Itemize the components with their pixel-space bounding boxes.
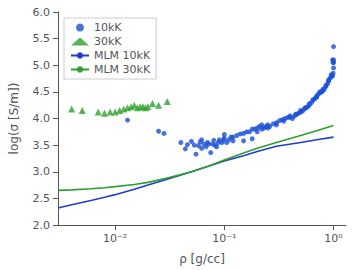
svg-text:log(σ [S/m]): log(σ [S/m]) [7, 83, 21, 155]
svg-text:10kK: 10kK [94, 21, 122, 34]
svg-text:3.5: 3.5 [33, 139, 51, 152]
svg-text:MLM 10kK: MLM 10kK [94, 49, 151, 62]
svg-text:MLM 30kK: MLM 30kK [94, 63, 151, 76]
svg-text:2.5: 2.5 [33, 192, 51, 205]
svg-text:10⁻²: 10⁻² [103, 232, 127, 245]
svg-text:2.0: 2.0 [33, 219, 51, 232]
svg-text:4.0: 4.0 [33, 112, 51, 125]
svg-text:10⁻¹: 10⁻¹ [212, 232, 236, 245]
svg-text:6.0: 6.0 [33, 6, 51, 19]
svg-text:5.5: 5.5 [33, 32, 51, 45]
svg-text:5.0: 5.0 [33, 59, 51, 72]
svg-text:ρ [g/cc]: ρ [g/cc] [179, 252, 225, 266]
svg-text:3.0: 3.0 [33, 165, 51, 178]
svg-text:4.5: 4.5 [33, 85, 51, 98]
svg-text:30kK: 30kK [94, 35, 122, 48]
svg-text:10⁰: 10⁰ [324, 232, 343, 245]
